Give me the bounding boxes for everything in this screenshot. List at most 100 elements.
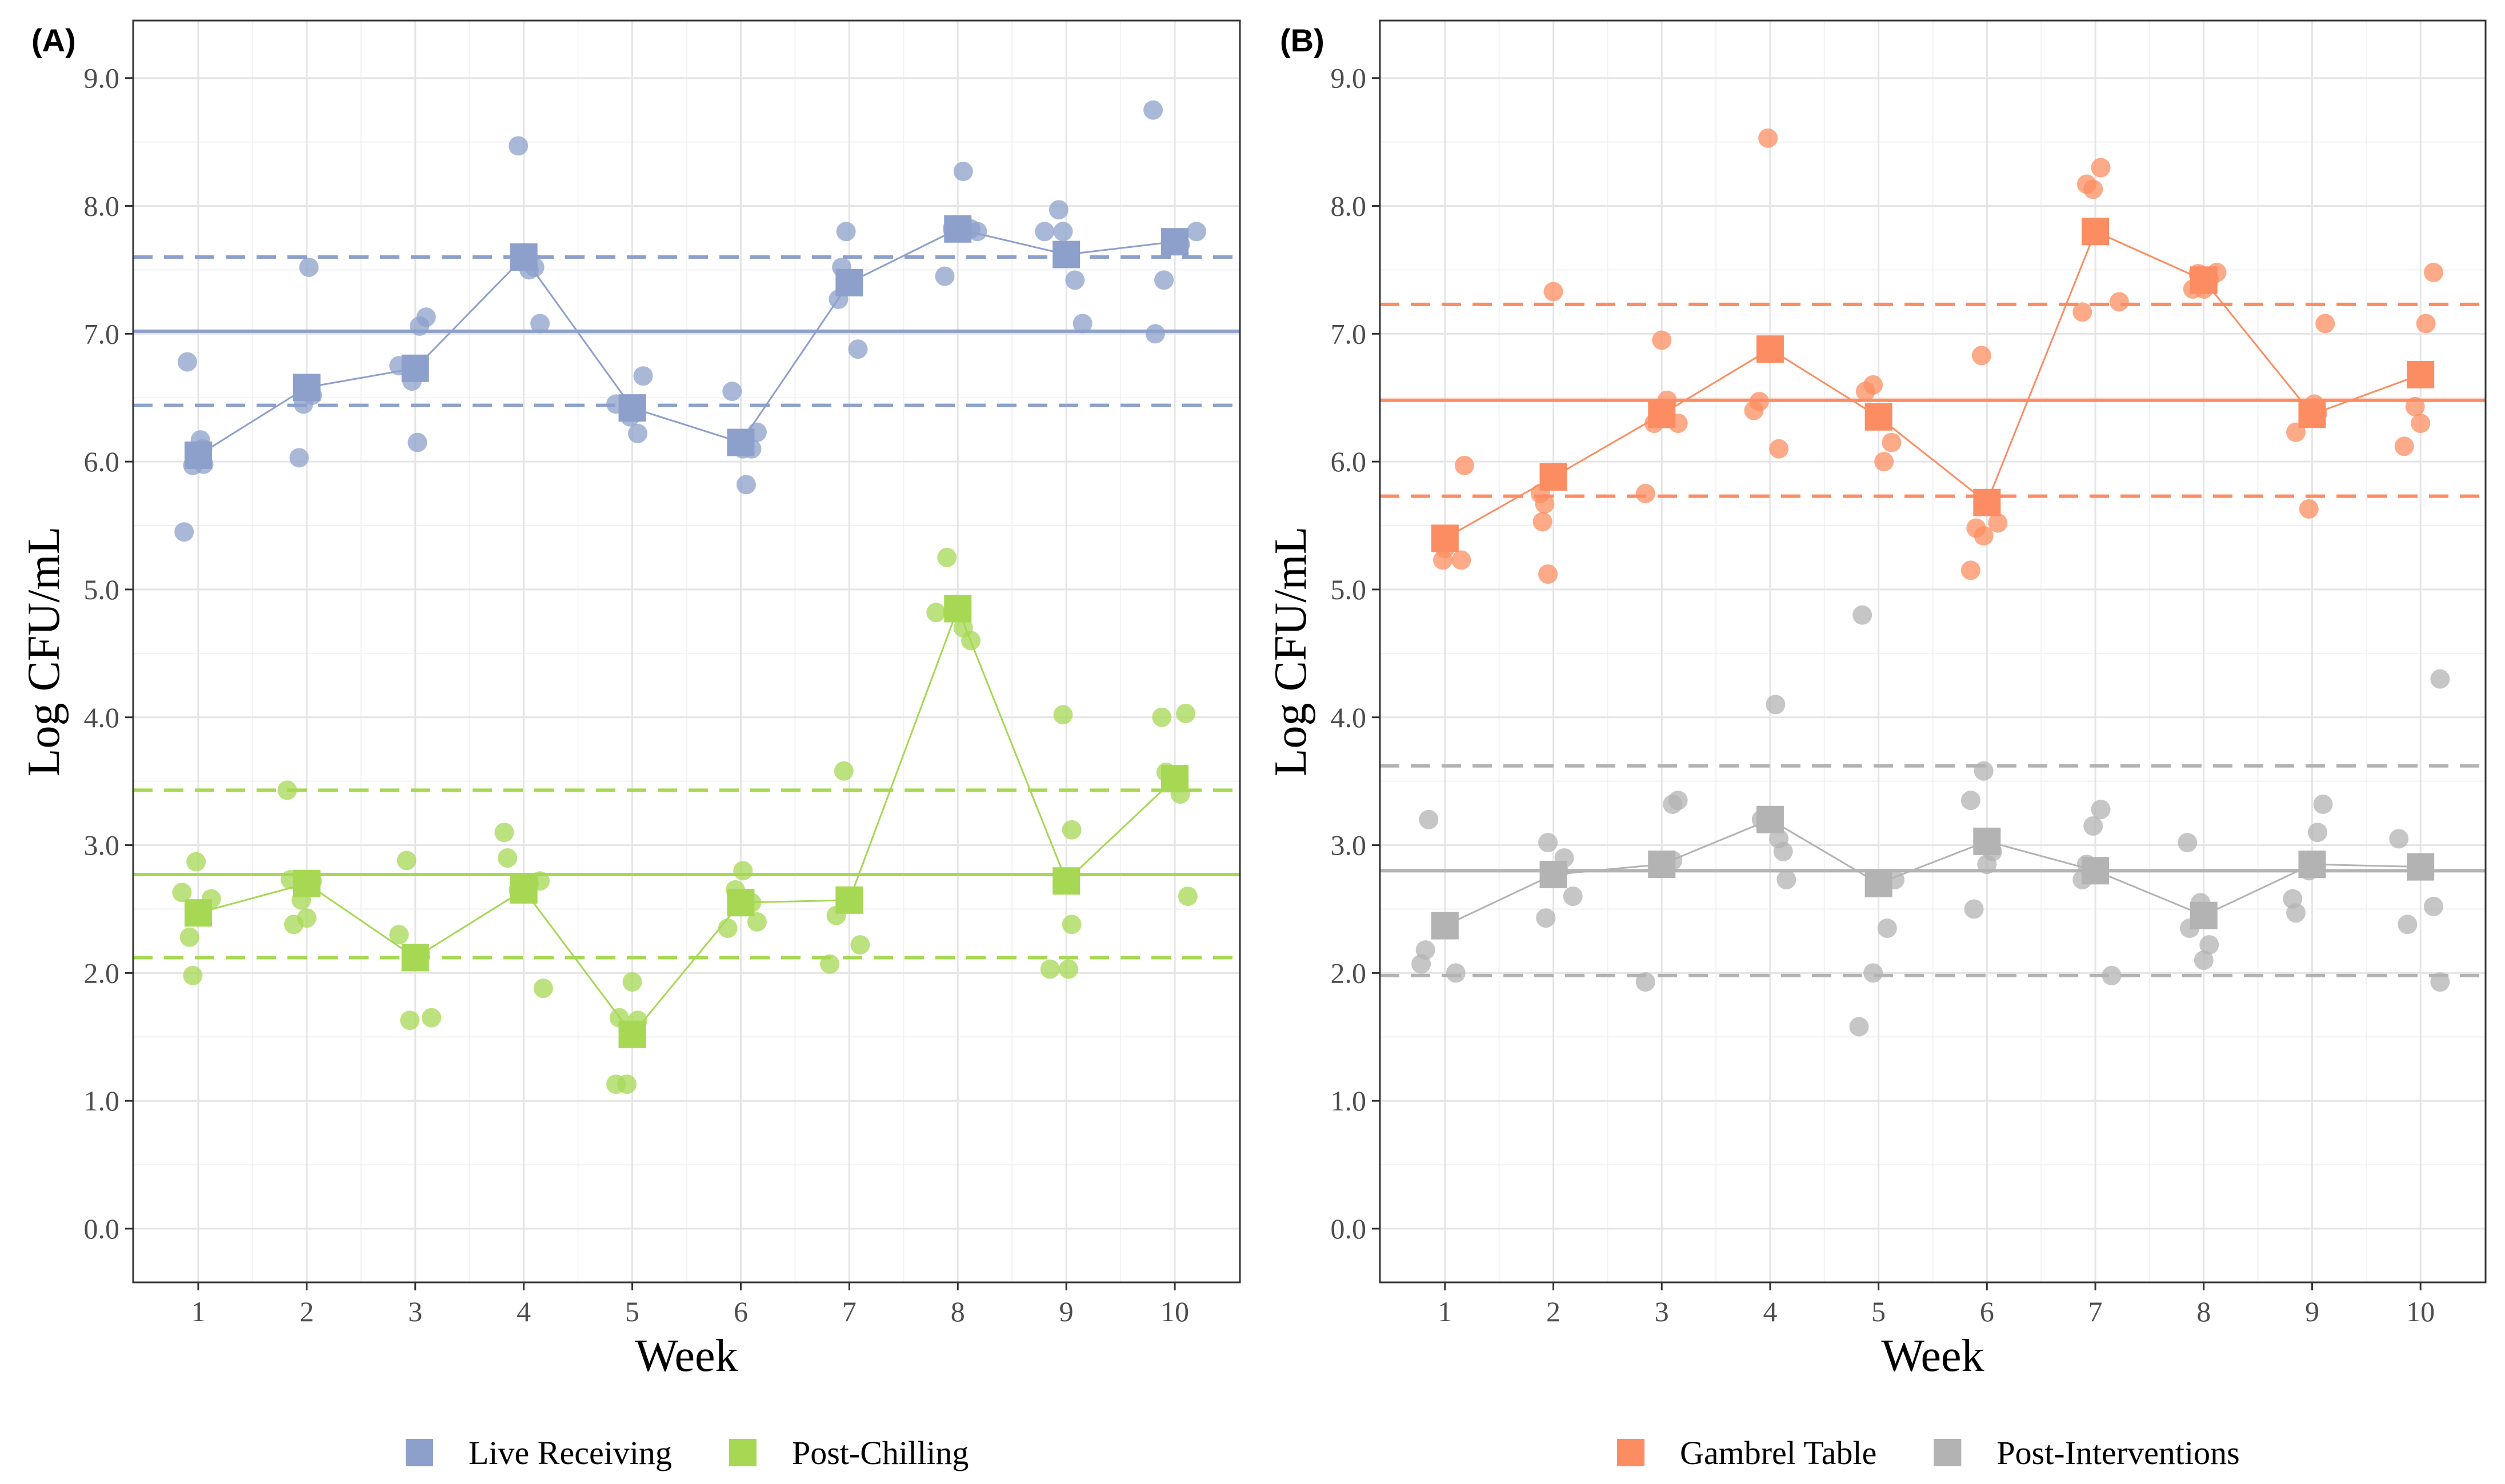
weekly-mean-marker: [293, 374, 321, 402]
y-axis-title: Log CFU/mL: [19, 527, 69, 777]
x-tick-label: 10: [1161, 1296, 1189, 1327]
weekly-mean-marker: [727, 428, 755, 456]
data-point: [2091, 799, 2111, 819]
data-point: [2307, 823, 2327, 843]
data-point: [498, 848, 518, 868]
data-point: [2072, 302, 2092, 322]
y-tick-label: 8.0: [84, 190, 120, 222]
y-tick-label: 4.0: [1331, 701, 1367, 733]
legend-label: Post-Chilling: [792, 1434, 969, 1471]
y-axis: 0.0 1.0 2.0 3.0 4.0 5.0 6.0 7.0 8.0 9.0: [1331, 62, 1380, 1245]
y-tick-label: 2.0: [84, 957, 120, 989]
x-tick-label: 8: [2196, 1296, 2211, 1327]
data-point: [2313, 794, 2333, 814]
data-point: [1749, 391, 1769, 411]
data-point: [850, 935, 870, 955]
data-point: [2398, 915, 2418, 934]
weekly-mean-marker: [293, 869, 321, 897]
y-tick-label: 9.0: [1331, 62, 1367, 94]
data-point: [736, 475, 756, 495]
x-tick-label: 6: [734, 1296, 748, 1327]
data-point: [1863, 375, 1883, 395]
data-point: [1852, 605, 1872, 625]
data-point: [967, 222, 987, 242]
y-tick-label: 5.0: [84, 573, 120, 605]
data-point: [1040, 959, 1060, 979]
x-tick-label: 1: [1438, 1296, 1452, 1327]
data-point: [1635, 484, 1655, 504]
major-gridlines: [1380, 21, 2486, 1282]
weekly-mean-marker: [1431, 912, 1459, 940]
weekly-mean-marker: [727, 889, 755, 917]
y-axis: 0.0 1.0 2.0 3.0 4.0 5.0 6.0 7.0 8.0 9.0: [84, 62, 133, 1245]
data-point: [297, 908, 317, 928]
data-point: [1176, 704, 1196, 724]
y-tick-label: 6.0: [84, 446, 120, 478]
x-tick-label: 6: [1980, 1296, 1994, 1327]
data-point: [1563, 887, 1583, 907]
series-gambrel-table: [1380, 128, 2486, 584]
data-point: [953, 162, 973, 182]
y-tick-label: 9.0: [84, 62, 120, 94]
data-point: [2194, 950, 2214, 970]
data-point: [407, 432, 427, 452]
weekly-mean-marker: [835, 268, 863, 296]
legend-a: Live Receiving Post-Chilling: [406, 1434, 969, 1471]
data-point: [628, 423, 648, 443]
x-tick-label: 7: [842, 1296, 857, 1327]
data-point: [926, 603, 946, 623]
data-point: [1446, 963, 1466, 983]
data-point: [1053, 705, 1073, 725]
data-point: [935, 266, 955, 286]
data-point: [1863, 963, 1883, 983]
y-tick-label: 5.0: [1331, 573, 1367, 605]
data-point: [1065, 270, 1085, 290]
weekly-mean-marker: [1539, 861, 1567, 889]
series-post-interventions: [1380, 605, 2486, 1037]
panel-label: (B): [1280, 22, 1324, 58]
y-tick-label: 2.0: [1331, 957, 1367, 989]
data-point: [718, 919, 738, 938]
data-point: [1635, 972, 1655, 992]
data-point: [1035, 222, 1055, 242]
data-point: [400, 1010, 420, 1030]
panel-border: [132, 19, 1241, 1284]
weekly-mean-line: [1444, 230, 2421, 539]
legend-swatch: [729, 1439, 757, 1466]
minor-gridlines: [133, 21, 1240, 1282]
data-point: [2423, 262, 2443, 282]
data-point: [722, 382, 742, 402]
data-point: [1960, 560, 1980, 580]
x-tick-label: 9: [2305, 1296, 2319, 1327]
data-point: [2405, 396, 2425, 416]
data-point: [1073, 314, 1093, 334]
weekly-mean-marker: [401, 354, 429, 382]
weekly-mean-marker: [2407, 360, 2435, 388]
x-tick-label: 7: [2088, 1296, 2103, 1327]
legend-b: Gambrel Table Post-Interventions: [1617, 1434, 2240, 1471]
weekly-mean-marker: [184, 899, 212, 927]
data-point: [2102, 965, 2122, 985]
data-point: [1543, 282, 1563, 302]
data-point: [183, 965, 203, 985]
x-tick-label: 9: [1059, 1296, 1074, 1327]
y-axis-title: Log CFU/mL: [1266, 527, 1316, 777]
data-point: [1974, 526, 1994, 546]
data-point: [2286, 903, 2306, 923]
x-axis-title: Week: [635, 1331, 738, 1381]
data-point: [1974, 761, 1994, 781]
data-point: [1451, 550, 1471, 570]
data-point: [1145, 324, 1165, 344]
data-point: [1058, 959, 1078, 979]
x-tick-label: 3: [1655, 1296, 1669, 1327]
y-tick-label: 1.0: [84, 1085, 120, 1117]
data-point: [1877, 919, 1897, 938]
weekly-mean-marker: [1973, 488, 2001, 516]
weekly-mean-marker: [1053, 867, 1081, 895]
y-tick-label: 3.0: [1331, 829, 1367, 861]
data-point: [389, 925, 409, 945]
weekly-mean-marker: [401, 944, 429, 972]
data-point: [2430, 972, 2450, 992]
data-point: [2091, 158, 2111, 178]
minor-gridlines: [1380, 21, 2486, 1282]
